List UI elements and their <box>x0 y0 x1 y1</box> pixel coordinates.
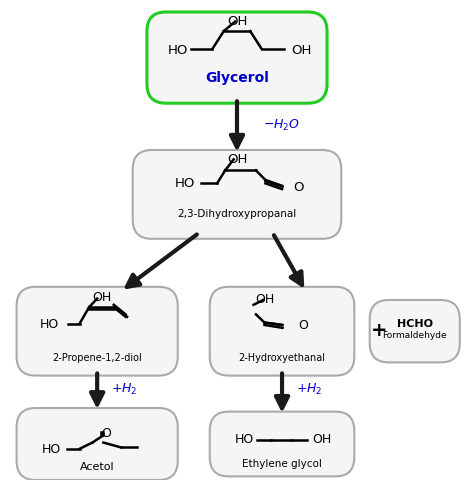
Text: HO: HO <box>42 443 61 456</box>
Text: O: O <box>293 180 304 194</box>
Text: OH: OH <box>227 153 247 166</box>
Text: HO: HO <box>235 433 254 446</box>
Text: HO: HO <box>168 44 188 57</box>
Text: 2-Propene-1,2-diol: 2-Propene-1,2-diol <box>52 353 142 362</box>
FancyBboxPatch shape <box>133 150 341 239</box>
Text: OH: OH <box>255 292 274 306</box>
Text: $-H_2O$: $-H_2O$ <box>263 118 300 133</box>
FancyBboxPatch shape <box>210 411 354 476</box>
FancyBboxPatch shape <box>17 408 178 480</box>
Text: OH: OH <box>227 15 247 28</box>
Text: O: O <box>299 319 308 332</box>
FancyBboxPatch shape <box>210 287 354 375</box>
Text: +: + <box>371 321 387 340</box>
Text: 2-Hydroxyethanal: 2-Hydroxyethanal <box>238 353 326 363</box>
Text: HCHO: HCHO <box>397 319 433 329</box>
Text: OH: OH <box>291 44 311 57</box>
Text: 2,3-Dihydroxypropanal: 2,3-Dihydroxypropanal <box>177 209 297 218</box>
Text: O: O <box>102 427 111 440</box>
FancyBboxPatch shape <box>370 300 460 362</box>
Text: Formaldehyde: Formaldehyde <box>383 332 447 340</box>
Text: HO: HO <box>175 177 195 191</box>
Text: Acetol: Acetol <box>80 462 115 472</box>
Text: OH: OH <box>92 291 111 304</box>
Text: HO: HO <box>40 317 59 331</box>
FancyBboxPatch shape <box>17 287 178 375</box>
Text: Ethylene glycol: Ethylene glycol <box>242 459 322 468</box>
Text: Glycerol: Glycerol <box>205 71 269 85</box>
Text: $+H_2$: $+H_2$ <box>111 382 138 397</box>
FancyBboxPatch shape <box>147 12 327 103</box>
Text: $+H_2$: $+H_2$ <box>296 382 323 397</box>
Text: OH: OH <box>313 433 332 446</box>
